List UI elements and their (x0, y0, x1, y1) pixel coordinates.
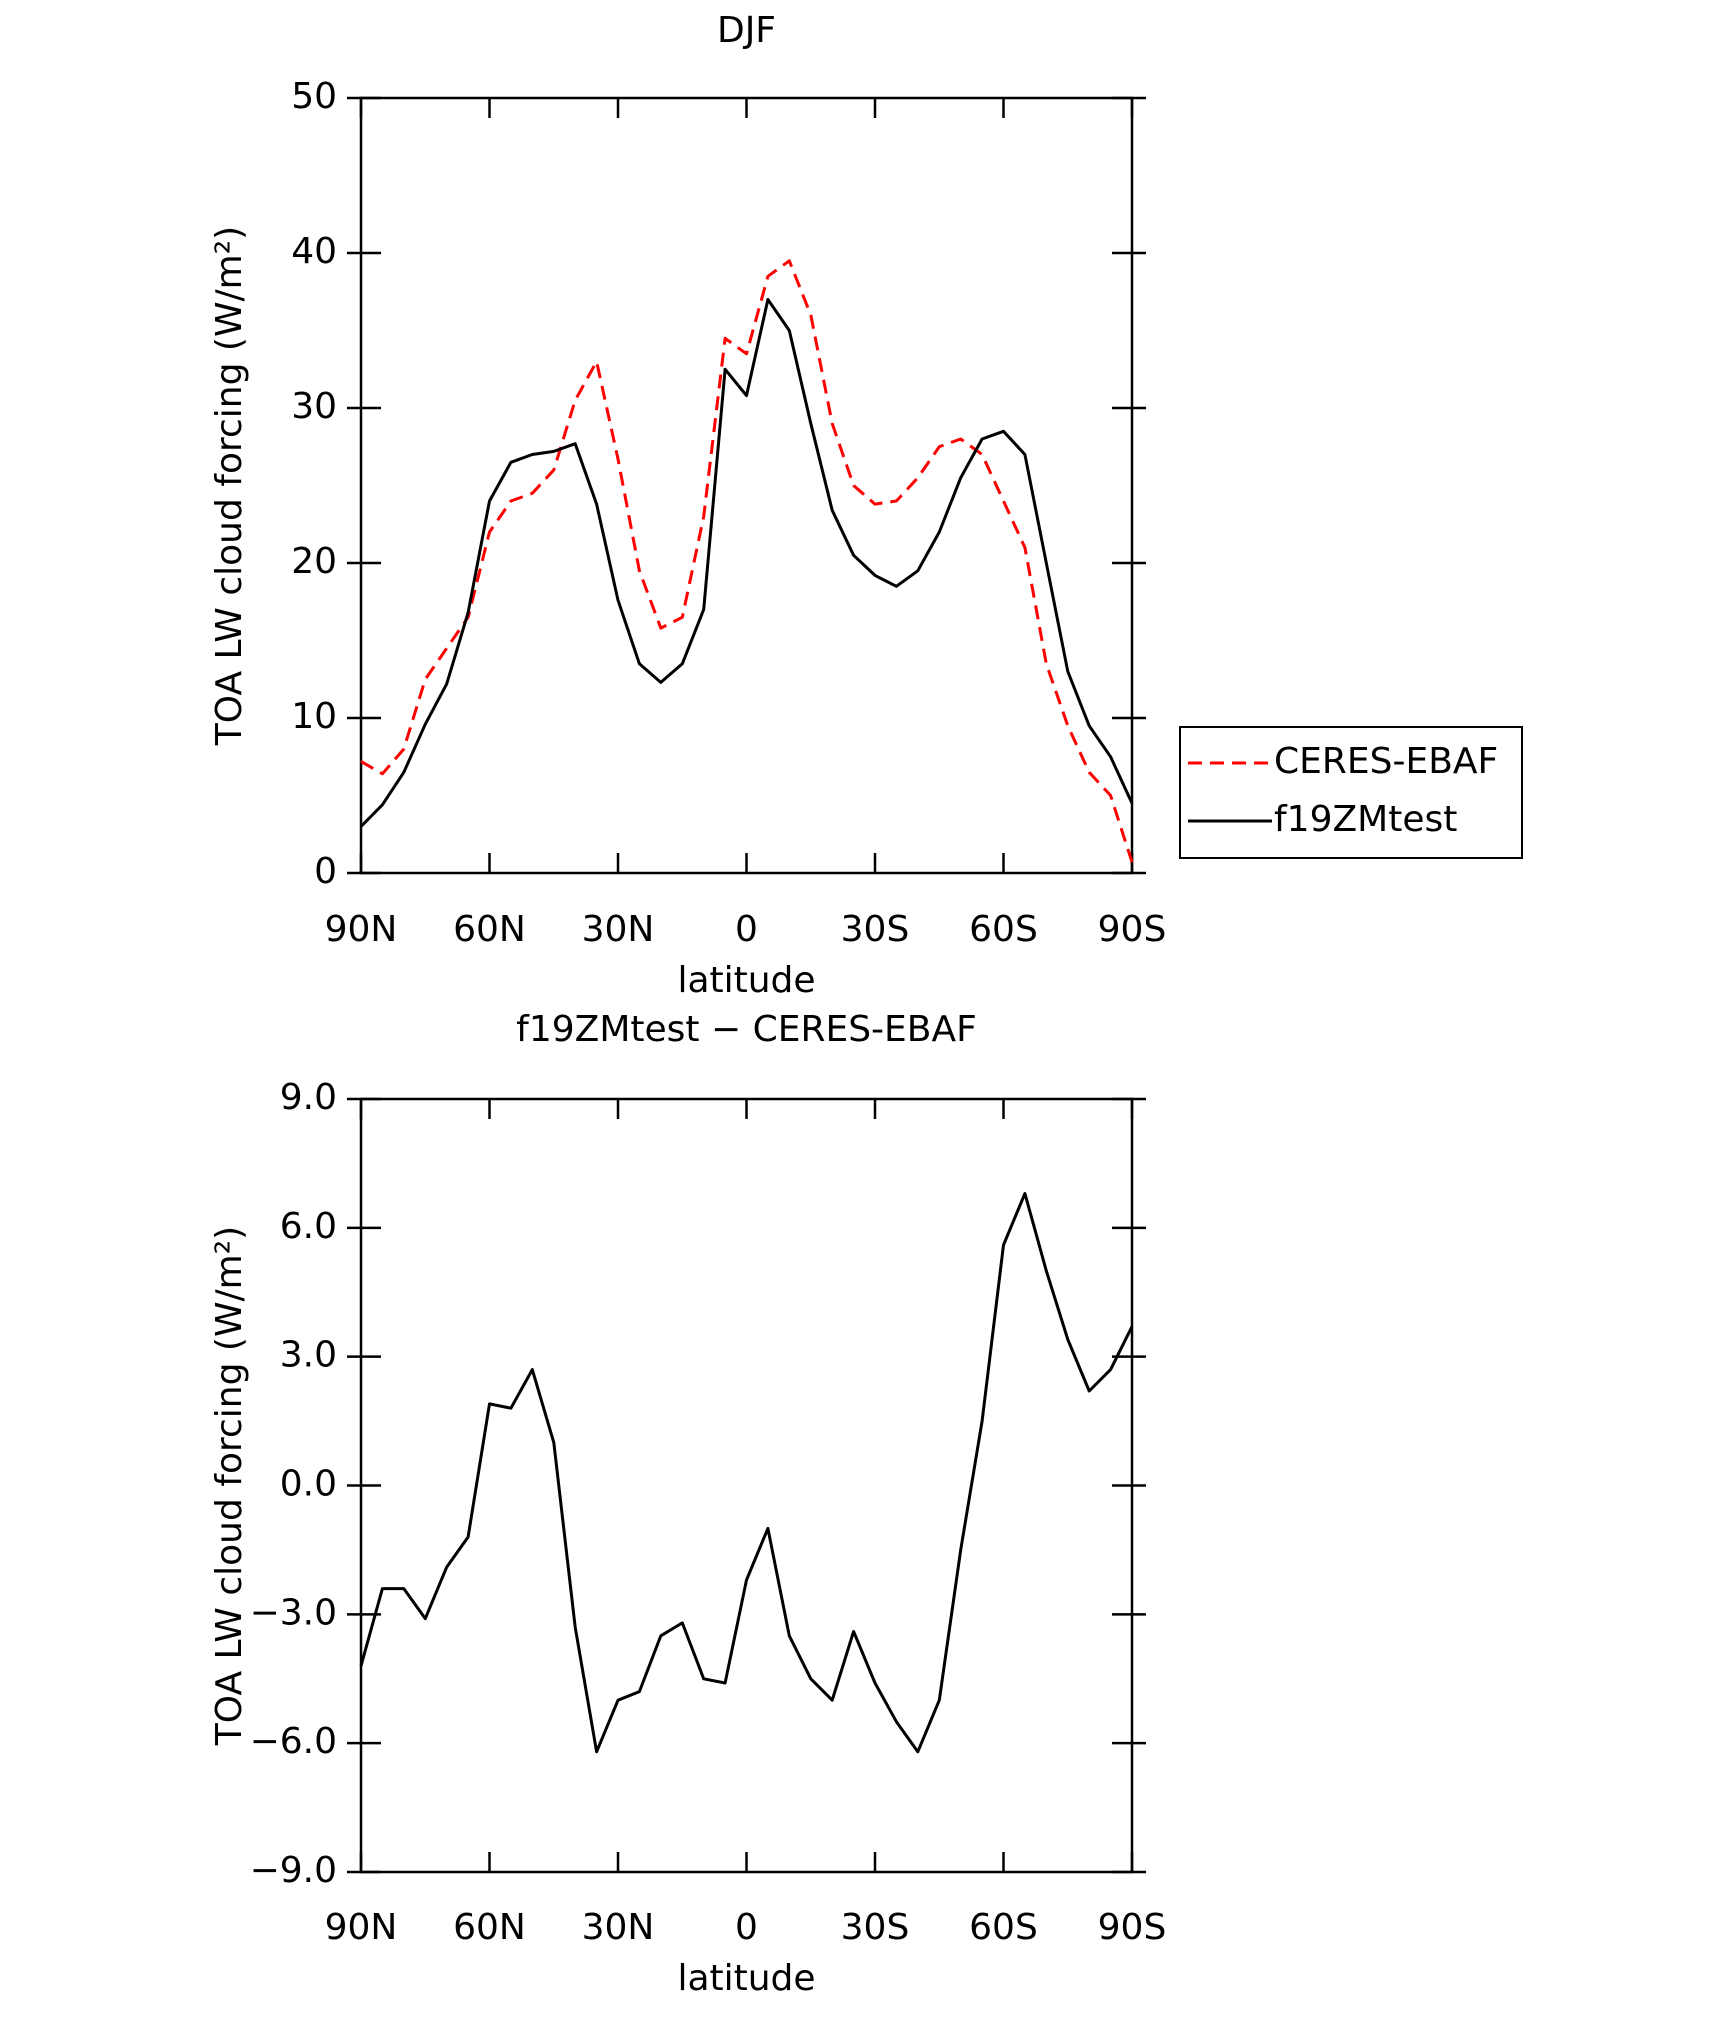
y-tick-label: −3.0 (250, 1592, 337, 1633)
data-line (359, 1192, 1134, 1754)
data-line (360, 259, 1134, 863)
x-tick-label: 60N (453, 909, 526, 950)
y-tick-label: 6.0 (280, 1206, 337, 1247)
x-tick-label: 60S (969, 1907, 1038, 1948)
x-tick-label: 30S (841, 1907, 910, 1948)
x-tick-label: 30N (582, 909, 655, 950)
y-tick-label: 3.0 (280, 1335, 337, 1376)
y-tick-label: 0.0 (280, 1464, 337, 1505)
legend-label: CERES-EBAF (1274, 741, 1498, 782)
x-tick-label: 0 (735, 1907, 758, 1948)
x-tick-label: 60N (453, 1907, 526, 1948)
y-tick-label: 30 (291, 386, 337, 427)
x-tick-label: 90N (325, 909, 398, 950)
chart-title: DJF (717, 10, 776, 51)
plot-frame (359, 1097, 1134, 1874)
x-tick-label: 90S (1098, 909, 1167, 950)
legend-label: f19ZMtest (1274, 799, 1457, 840)
y-axis-label: TOA LW cloud forcing (W/m²) (209, 1226, 250, 1746)
y-tick-label: 20 (291, 541, 337, 582)
y-tick-label: 40 (291, 231, 337, 272)
plot-frame (359, 96, 1134, 875)
x-tick-label: 90N (325, 1907, 398, 1948)
y-tick-label: 9.0 (280, 1077, 337, 1118)
x-tick-label: 90S (1098, 1907, 1167, 1948)
chart-title: f19ZMtest − CERES-EBAF (516, 1009, 977, 1050)
legend-box (1179, 726, 1523, 859)
x-tick-label: 30N (582, 1907, 655, 1948)
y-tick-label: −6.0 (250, 1721, 337, 1762)
y-tick-label: 0 (314, 851, 337, 892)
y-tick-label: 10 (291, 696, 337, 737)
x-axis-label: latitude (677, 960, 815, 1001)
x-tick-label: 60S (969, 909, 1038, 950)
data-line (359, 298, 1134, 828)
x-tick-label: 0 (735, 909, 758, 950)
y-axis-label: TOA LW cloud forcing (W/m²) (209, 226, 250, 746)
y-tick-label: −9.0 (250, 1850, 337, 1891)
x-tick-label: 30S (841, 909, 910, 950)
y-tick-label: 50 (291, 76, 337, 117)
x-axis-label: latitude (677, 1958, 815, 1999)
